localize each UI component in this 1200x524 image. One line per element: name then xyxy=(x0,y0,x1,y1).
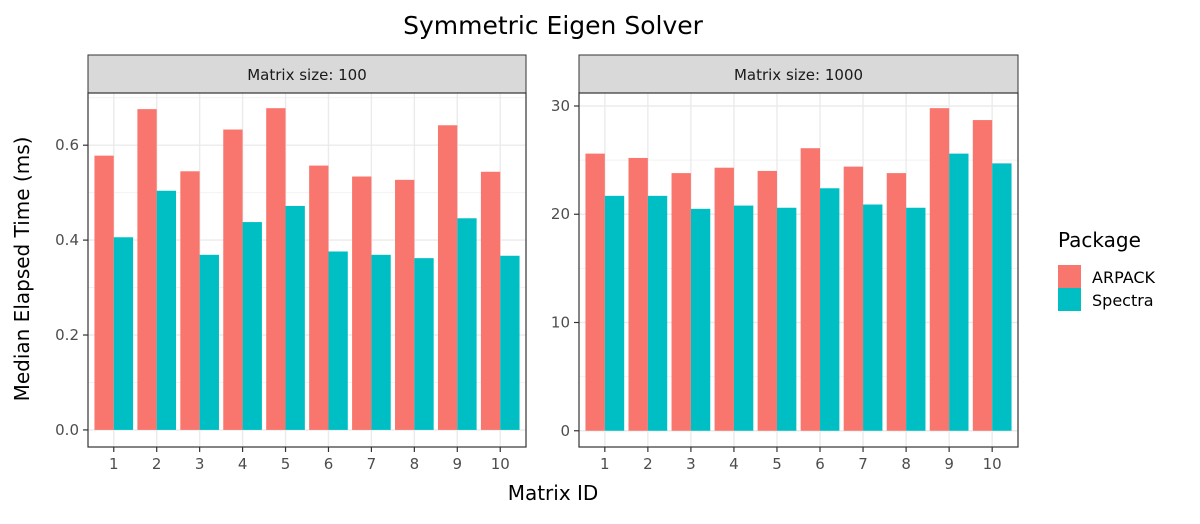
x-tick-label: 10 xyxy=(983,455,1002,473)
bar-arpack-3 xyxy=(180,171,200,430)
x-tick-label: 4 xyxy=(729,455,739,473)
legend-label-spectra: Spectra xyxy=(1092,291,1154,310)
x-tick-label: 4 xyxy=(238,455,248,473)
legend-key-spectra xyxy=(1058,288,1081,311)
panel-border xyxy=(578,92,1019,448)
bar-arpack-1 xyxy=(585,153,605,431)
bar-spectra-1 xyxy=(604,195,625,431)
y-tick-label: 20 xyxy=(551,205,570,223)
x-tick-label: 5 xyxy=(772,455,782,473)
bar-spectra-8 xyxy=(414,258,434,430)
x-tick-label: 7 xyxy=(858,455,868,473)
legend-key-arpack xyxy=(1058,265,1081,288)
bar-arpack-7 xyxy=(352,176,372,430)
bar-spectra-7 xyxy=(863,204,883,431)
legend-label-arpack: ARPACK xyxy=(1092,268,1156,287)
y-tick-label: 0.4 xyxy=(55,231,79,249)
x-tick-label: 9 xyxy=(944,455,954,473)
x-tick-label: 10 xyxy=(491,455,510,473)
facet-strip-label: Matrix size: 1000 xyxy=(734,66,863,84)
y-tick-label: 0.2 xyxy=(55,326,79,344)
legend-title: Package xyxy=(1058,228,1141,252)
x-axis-title: Matrix ID xyxy=(508,481,599,505)
bar-spectra-9 xyxy=(457,218,477,430)
y-tick-label: 0.0 xyxy=(55,421,79,439)
x-tick-label: 2 xyxy=(643,455,653,473)
bar-spectra-10 xyxy=(992,163,1012,431)
x-tick-label: 5 xyxy=(281,455,291,473)
bar-spectra-7 xyxy=(371,254,391,430)
bar-arpack-8 xyxy=(886,173,907,431)
bar-arpack-1 xyxy=(94,155,114,430)
x-tick-label: 3 xyxy=(195,455,205,473)
bar-arpack-10 xyxy=(972,120,993,431)
bar-spectra-9 xyxy=(949,153,969,431)
facet-strip xyxy=(87,54,527,94)
x-tick-label: 9 xyxy=(453,455,463,473)
bar-spectra-3 xyxy=(199,254,219,430)
bar-arpack-9 xyxy=(929,108,950,431)
bar-spectra-1 xyxy=(113,237,134,430)
x-tick-label: 1 xyxy=(109,455,119,473)
bar-spectra-4 xyxy=(242,222,262,430)
facet-panel-1: Matrix size: 100 0.0 0.2 0.4 0.6 1 2 3 4 5 6 7 8 9 10 xyxy=(55,54,527,473)
bar-arpack-10 xyxy=(480,171,501,430)
bar-arpack-6 xyxy=(309,165,329,430)
bar-spectra-6 xyxy=(328,251,348,430)
chart-title: Symmetric Eigen Solver xyxy=(403,11,704,40)
y-tick-label: 0.6 xyxy=(55,136,79,154)
bar-arpack-7 xyxy=(843,166,864,431)
bar-spectra-5 xyxy=(776,207,797,431)
x-tick-label: 6 xyxy=(815,455,825,473)
x-tick-label: 1 xyxy=(600,455,610,473)
bar-spectra-8 xyxy=(906,207,926,431)
bar-spectra-5 xyxy=(285,205,305,430)
bar-arpack-8 xyxy=(395,179,415,430)
bar-spectra-6 xyxy=(820,188,840,431)
x-tick-label: 7 xyxy=(367,455,377,473)
bar-spectra-3 xyxy=(690,208,711,431)
bar-arpack-2 xyxy=(137,109,157,430)
y-tick-label: 10 xyxy=(551,314,570,332)
bar-arpack-5 xyxy=(757,170,777,431)
y-tick-label: 30 xyxy=(551,97,570,115)
bar-arpack-4 xyxy=(714,167,734,431)
bar-spectra-2 xyxy=(647,195,668,431)
x-tick-label: 2 xyxy=(152,455,162,473)
y-tick-label: 0 xyxy=(560,422,570,440)
facet-strip-label: Matrix size: 100 xyxy=(247,66,367,84)
bar-arpack-9 xyxy=(437,125,458,430)
bar-spectra-4 xyxy=(733,205,754,431)
bar-arpack-4 xyxy=(223,129,243,430)
panel-border xyxy=(87,92,527,448)
x-tick-label: 3 xyxy=(686,455,696,473)
facet-panels: Matrix size: 1000.00.20.40.61 2 3 4 5 6 7 8 9 10M… xyxy=(55,54,1019,473)
bar-arpack-2 xyxy=(628,157,648,431)
bar-spectra-2 xyxy=(156,190,177,430)
x-tick-label: 8 xyxy=(901,455,911,473)
x-tick-label: 6 xyxy=(324,455,334,473)
bar-spectra-10 xyxy=(500,255,520,430)
facet-panel-2: Matrix size: 1000 0 10 20 30 1 2 3 4 5 6 7 8 9 10 xyxy=(551,54,1019,473)
bar-arpack-5 xyxy=(266,108,286,430)
x-tick-label: 8 xyxy=(410,455,420,473)
bar-arpack-3 xyxy=(671,173,691,431)
y-axis-title: Median Elapsed Time (ms) xyxy=(10,137,34,402)
legend: Package ARPACK Spectra xyxy=(1058,228,1156,311)
bar-arpack-6 xyxy=(800,148,821,431)
